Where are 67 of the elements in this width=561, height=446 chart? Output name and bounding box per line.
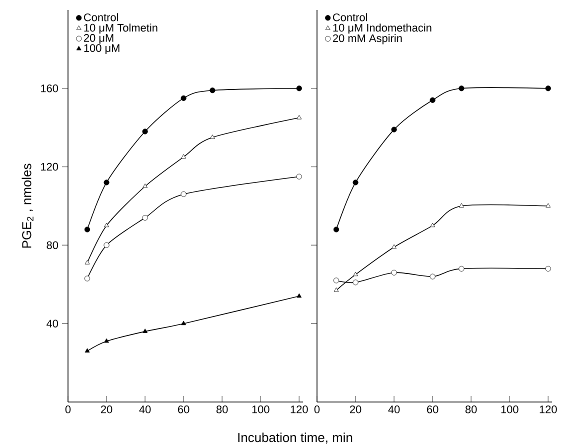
legend-label: Control — [84, 13, 118, 22]
point — [430, 274, 436, 280]
x-tick-label: 0 — [314, 406, 320, 414]
point — [180, 191, 186, 198]
x-tick-label: 80 — [216, 406, 228, 414]
point — [142, 214, 148, 221]
point — [181, 320, 186, 326]
y-tick-label: 120 — [41, 162, 58, 171]
legend-label: 20 μM — [84, 34, 114, 44]
x-tick-label: 60 — [427, 406, 438, 414]
point — [458, 86, 464, 92]
x-tick-label: 80 — [465, 406, 477, 414]
legend-label: 10 μM Indomethacin — [333, 24, 432, 34]
point — [353, 272, 358, 276]
point — [296, 174, 302, 180]
point — [296, 86, 302, 92]
point — [84, 276, 90, 282]
point — [180, 95, 186, 101]
point — [142, 328, 148, 333]
x-tick-label: 100 — [252, 406, 270, 414]
x-tick-label: 120 — [290, 406, 308, 414]
legend-label: 20 mM Aspirin — [332, 34, 402, 44]
point — [84, 260, 90, 264]
point — [392, 244, 397, 249]
x-tick-label: 60 — [178, 406, 190, 414]
point — [181, 154, 186, 158]
point — [104, 338, 109, 343]
x-tick-label: 100 — [501, 406, 518, 414]
point — [84, 226, 90, 232]
y-tick-label: 160 — [41, 84, 58, 92]
y-tick-label: 80 — [46, 241, 58, 250]
point — [352, 180, 358, 186]
point — [459, 203, 464, 208]
x-tick-label: 20 — [100, 406, 112, 414]
point — [142, 128, 148, 134]
point — [391, 270, 397, 276]
point — [545, 86, 551, 92]
y-tick-label: 40 — [46, 320, 58, 328]
point — [333, 278, 340, 284]
point — [210, 88, 216, 94]
y-axis-title: PGE$_{2}$ , nmoles — [22, 164, 34, 248]
point — [458, 266, 464, 272]
point — [545, 266, 551, 272]
x-tick-label: 120 — [540, 406, 557, 414]
x-axis-title: Incubation time, min — [238, 432, 352, 444]
x-tick-label: 20 — [350, 406, 362, 414]
legend-label: Control — [333, 13, 368, 22]
point — [333, 226, 340, 232]
x-tick-label: 0 — [65, 406, 71, 414]
point — [104, 180, 110, 186]
point — [296, 114, 302, 120]
x-tick-label: 40 — [388, 406, 400, 414]
point — [296, 293, 302, 298]
legend-label: 100 μM — [84, 44, 120, 54]
point — [391, 126, 397, 132]
point — [334, 287, 339, 292]
point — [104, 222, 109, 228]
point — [546, 203, 551, 208]
legend-label: 10 μM Tolmetin — [84, 24, 158, 34]
point — [210, 134, 215, 139]
point — [104, 242, 110, 248]
point — [430, 222, 436, 228]
point — [430, 97, 436, 103]
point — [84, 348, 90, 353]
point — [352, 280, 358, 286]
x-tick-label: 40 — [139, 406, 151, 414]
point — [142, 184, 148, 188]
